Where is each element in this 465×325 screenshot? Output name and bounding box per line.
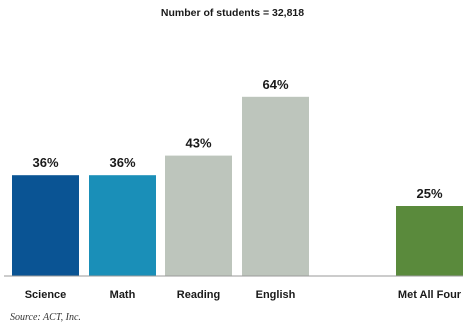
category-label-english: English <box>256 289 296 301</box>
value-label-science: 36% <box>32 155 58 170</box>
category-label-math: Math <box>110 289 136 301</box>
bar-english <box>242 96 309 276</box>
source-note: Source: ACT, Inc. <box>10 312 81 323</box>
labels-layer: 36% Science 36% Math 43% Reading 64% English 25%… <box>25 77 462 301</box>
bar-reading <box>165 155 232 276</box>
category-label-reading: Reading <box>177 289 220 301</box>
bar-met-all-four <box>396 206 463 276</box>
category-label-science: Science <box>25 289 67 301</box>
value-label-english: 64% <box>262 77 288 92</box>
bar-math <box>89 175 156 276</box>
value-label-met-all-four: 25% <box>416 186 442 201</box>
value-label-math: 36% <box>109 155 135 170</box>
chart-title: Number of students = 32,818 <box>160 7 305 19</box>
bar-science <box>12 175 79 276</box>
bars-layer <box>12 96 463 276</box>
value-label-reading: 43% <box>185 136 211 151</box>
category-label-met-all-four: Met All Four <box>398 289 462 301</box>
